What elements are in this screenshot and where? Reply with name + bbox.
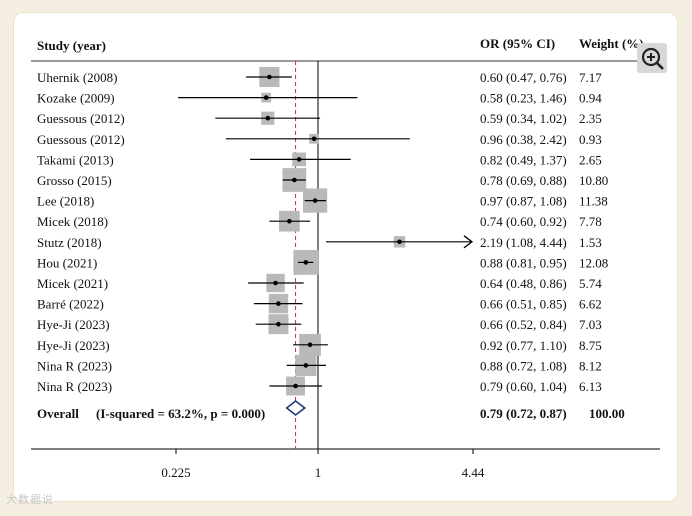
point-estimate: [276, 301, 281, 306]
zoom-in-icon: [641, 47, 664, 70]
study-label: Stutz (2018): [37, 235, 102, 250]
study-or-text: 0.88 (0.72, 1.08): [480, 358, 567, 373]
study-weight: 8.75: [579, 338, 602, 353]
study-row: Kozake (2009) 0.58 (0.23, 1.46) 0.94: [37, 91, 602, 106]
point-estimate: [303, 363, 309, 368]
study-row: Stutz (2018) 2.19 (1.08, 4.44) 1.53: [37, 235, 602, 250]
overall-diamond: [285, 399, 307, 417]
study-or-text: 0.60 (0.47, 0.76): [480, 70, 567, 85]
x-tick-label: 0.225: [161, 465, 190, 480]
watermark: 大数据说: [6, 493, 54, 506]
study-weight: 2.65: [579, 152, 602, 167]
study-label: Micek (2018): [37, 214, 108, 229]
study-weight: 11.38: [579, 194, 608, 209]
study-row: Micek (2018) 0.74 (0.60, 0.92) 7.78: [37, 210, 602, 232]
header-or: OR (95% CI): [480, 36, 555, 51]
study-weight: 10.80: [579, 173, 608, 188]
study-or-text: 2.19 (1.08, 4.44): [480, 235, 567, 250]
header-weight: Weight (%): [579, 36, 644, 51]
forest-plot-card: Study (year) OR (95% CI) Weight (%) Uher…: [14, 13, 677, 501]
forest-plot: Study (year) OR (95% CI) Weight (%) Uher…: [31, 36, 660, 480]
study-row: Grosso (2015) 0.78 (0.69, 0.88) 10.80: [37, 168, 608, 192]
x-tick-label: 4.44: [462, 465, 485, 480]
study-or-text: 0.78 (0.69, 0.88): [480, 173, 567, 188]
study-label: Guessous (2012): [37, 132, 125, 147]
study-label: Nina R (2023): [37, 379, 112, 394]
point-estimate: [273, 280, 278, 286]
study-or-text: 0.64 (0.48, 0.86): [480, 276, 567, 291]
study-label: Micek (2021): [37, 276, 108, 291]
overall-heterogeneity: (I-squared = 63.2%, p = 0.000): [96, 406, 265, 421]
study-or-text: 0.66 (0.51, 0.85): [480, 297, 567, 312]
point-estimate: [276, 321, 281, 327]
study-row: Guessous (2012) 0.96 (0.38, 2.42) 0.93: [37, 132, 602, 147]
study-weight: 7.03: [579, 317, 602, 332]
point-estimate: [296, 157, 302, 162]
study-or-text: 0.97 (0.87, 1.08): [480, 194, 567, 209]
zoom-button[interactable]: [637, 43, 667, 73]
study-weight: 6.62: [579, 297, 602, 312]
overall-or-text: 0.79 (0.72, 0.87): [480, 406, 567, 421]
overall-weight: 100.00: [589, 406, 625, 421]
study-or-text: 0.82 (0.49, 1.37): [480, 152, 567, 167]
study-label: Hou (2021): [37, 255, 97, 270]
study-weight: 0.93: [579, 132, 602, 147]
study-label: Guessous (2012): [37, 111, 125, 126]
study-or-text: 0.59 (0.34, 1.02): [480, 111, 567, 126]
point-estimate: [267, 74, 272, 80]
study-or-text: 0.92 (0.77, 1.10): [480, 338, 567, 353]
study-label: Barré (2022): [37, 297, 104, 312]
study-or-text: 0.88 (0.81, 0.95): [480, 255, 567, 270]
study-or-text: 0.58 (0.23, 1.46): [480, 91, 567, 106]
study-label: Uhernik (2008): [37, 70, 118, 85]
study-or-text: 0.96 (0.38, 2.42): [480, 132, 567, 147]
point-estimate: [263, 95, 269, 100]
study-weight: 8.12: [579, 358, 602, 373]
study-weight: 5.74: [579, 276, 602, 291]
study-row: Guessous (2012) 0.59 (0.34, 1.02) 2.35: [37, 111, 602, 126]
study-weight: 2.35: [579, 111, 602, 126]
study-or-text: 0.66 (0.52, 0.84): [480, 317, 567, 332]
study-weight: 6.13: [579, 379, 602, 394]
study-label: Kozake (2009): [37, 91, 115, 106]
point-estimate: [307, 342, 313, 348]
overall-label: Overall: [37, 406, 79, 421]
study-weight: 12.08: [579, 255, 608, 270]
point-estimate: [303, 260, 309, 265]
point-estimate: [397, 239, 402, 245]
study-label: Hye-Ji (2023): [37, 317, 110, 332]
study-row: Lee (2018) 0.97 (0.87, 1.08) 11.38: [37, 188, 608, 213]
study-weight: 7.78: [579, 214, 602, 229]
point-estimate: [293, 383, 298, 389]
study-row: Hou (2021) 0.88 (0.81, 0.95) 12.08: [37, 249, 608, 275]
study-row: Barré (2022) 0.66 (0.51, 0.85) 6.62: [37, 293, 602, 314]
study-label: Grosso (2015): [37, 173, 112, 188]
study-label: Lee (2018): [37, 194, 94, 209]
study-label: Nina R (2023): [37, 358, 112, 373]
study-label: Takami (2013): [37, 152, 114, 167]
study-label: Hye-Ji (2023): [37, 338, 110, 353]
point-estimate: [287, 218, 292, 224]
study-or-text: 0.74 (0.60, 0.92): [480, 214, 567, 229]
study-weight: 7.17: [579, 70, 602, 85]
study-row: Hye-Ji (2023) 0.92 (0.77, 1.10) 8.75: [37, 333, 602, 356]
point-estimate: [311, 136, 317, 142]
point-estimate: [292, 177, 297, 183]
point-estimate: [312, 198, 318, 203]
study-or-text: 0.79 (0.60, 1.04): [480, 379, 567, 394]
study-row: Hye-Ji (2023) 0.66 (0.52, 0.84) 7.03: [37, 314, 602, 335]
point-estimate: [265, 115, 271, 121]
study-row: Micek (2021) 0.64 (0.48, 0.86) 5.74: [37, 273, 602, 293]
study-weight: 0.94: [579, 91, 602, 106]
study-row: Uhernik (2008) 0.60 (0.47, 0.76) 7.17: [37, 66, 602, 88]
study-weight: 1.53: [579, 235, 602, 250]
study-row: Nina R (2023) 0.88 (0.72, 1.08) 8.12: [37, 354, 602, 376]
x-tick-label: 1: [315, 465, 322, 480]
study-row: Takami (2013) 0.82 (0.49, 1.37) 2.65: [37, 152, 602, 167]
header-study: Study (year): [37, 38, 106, 53]
study-row: Nina R (2023) 0.79 (0.60, 1.04) 6.13: [37, 376, 602, 396]
ci-arrow: [463, 235, 474, 249]
